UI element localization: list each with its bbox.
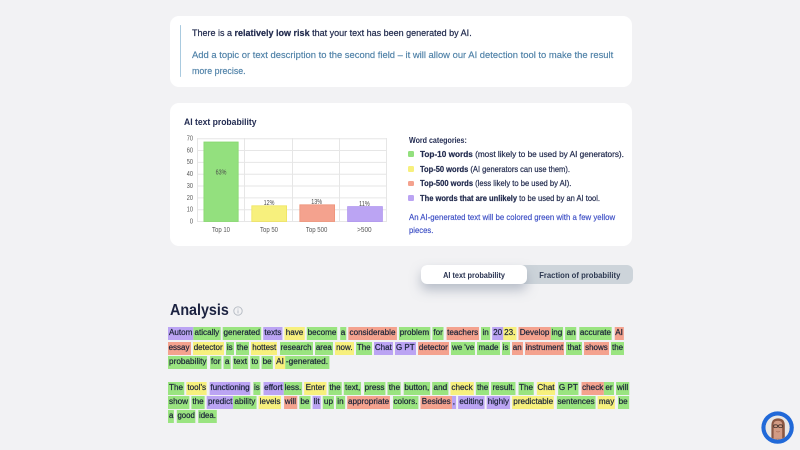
svg-text:Top 10: Top 10	[212, 225, 230, 234]
svg-text:12%: 12%	[264, 198, 275, 207]
svg-text:40: 40	[187, 169, 193, 178]
svg-text:Top 50: Top 50	[260, 225, 278, 234]
svg-text:70: 70	[187, 134, 193, 143]
svg-text:20: 20	[187, 193, 193, 202]
svg-text:50: 50	[187, 157, 193, 166]
svg-text:60: 60	[187, 145, 193, 154]
svg-text:11%: 11%	[359, 199, 370, 208]
svg-text:10: 10	[187, 205, 193, 214]
svg-text:63%: 63%	[216, 167, 227, 176]
svg-text:13%: 13%	[311, 197, 322, 206]
svg-text:>500: >500	[357, 225, 372, 234]
svg-text:30: 30	[187, 181, 193, 190]
svg-text:Top 500: Top 500	[306, 225, 328, 234]
svg-text:0: 0	[190, 217, 193, 226]
